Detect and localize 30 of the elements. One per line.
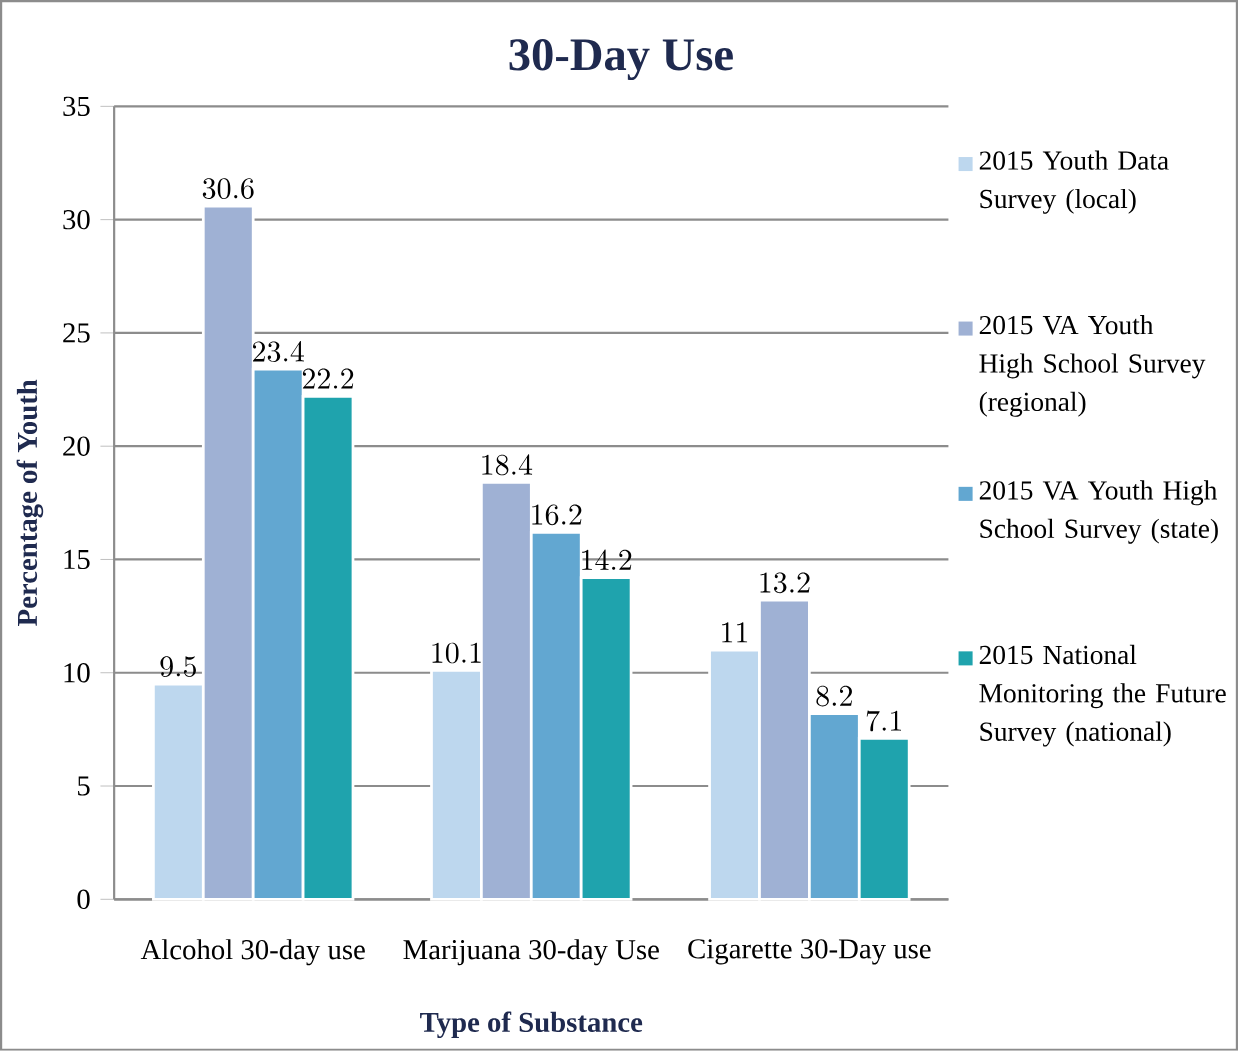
legend-label: 2015 VA Youth High School Survey (state): [979, 480, 1218, 544]
x-axis-title: Type of Substance: [420, 1011, 643, 1039]
data-label: 10. 1: [432, 642, 481, 664]
data-label: 18.4: [482, 454, 533, 476]
x-tick-label: Alcohol 30-day use: [140, 939, 365, 966]
y-tick-label: 10: [64, 663, 90, 683]
data-label: 9.5: [160, 656, 196, 678]
data-label: 11: [722, 622, 748, 643]
data-label: 13.2: [760, 572, 810, 594]
y-tick-label: 35: [63, 96, 90, 117]
data-label: 23.4: [252, 341, 304, 363]
y-tick-label: 25: [63, 323, 90, 343]
legend-label: 2015 National Monitoring the Future Survey (national): [979, 644, 1226, 747]
y-tick-label: 30: [63, 210, 90, 230]
data-label: 14.2: [582, 549, 632, 570]
data-label: 22.2: [302, 368, 354, 389]
y-tick-label: 15: [64, 549, 90, 570]
y-axis-title: Percentage of Youth: [16, 379, 44, 627]
x-tick-label: Marijuana 30-day Use: [403, 939, 659, 966]
x-tick-label: Cigarette 30-Day use: [688, 939, 931, 965]
data-label: 8.2: [816, 685, 852, 707]
y-tick-label: 20: [63, 436, 90, 456]
legend-label: 2015 VA Youth High School Survey (regional): [979, 315, 1206, 417]
data-label: 7. 1: [866, 710, 901, 732]
chart-title: 30-Day Use: [509, 39, 733, 81]
data-label: 30.6: [202, 178, 254, 199]
y-tick-label: 0: [77, 889, 90, 910]
data-label: 16.2: [532, 504, 582, 526]
y-tick-label: 5: [78, 776, 90, 796]
legend-label: 2015 Youth Data Survey (local): [979, 150, 1169, 214]
